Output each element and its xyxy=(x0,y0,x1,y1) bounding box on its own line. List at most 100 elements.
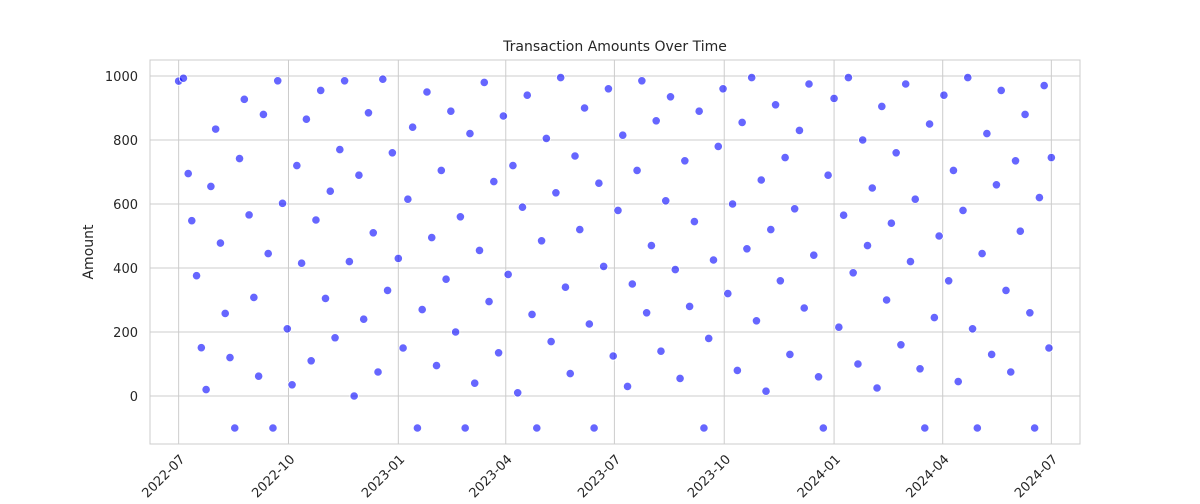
data-point xyxy=(839,210,849,220)
data-point xyxy=(215,238,226,248)
data-point xyxy=(316,85,326,96)
data-point xyxy=(608,351,618,361)
data-point xyxy=(704,333,714,343)
data-point xyxy=(603,84,614,94)
y-tick-label: 800 xyxy=(113,134,138,149)
data-point xyxy=(972,423,982,433)
data-point xyxy=(823,170,833,180)
data-point xyxy=(441,274,451,284)
data-points xyxy=(174,73,1056,433)
data-point xyxy=(1030,423,1040,433)
data-point xyxy=(565,368,575,379)
data-point xyxy=(412,423,423,433)
data-point xyxy=(756,175,766,185)
data-point xyxy=(191,271,202,281)
data-point xyxy=(460,423,470,433)
data-point xyxy=(522,90,532,100)
data-point xyxy=(230,423,240,433)
data-point xyxy=(770,100,781,110)
data-point xyxy=(618,130,628,140)
y-tick-label: 1000 xyxy=(105,70,138,85)
data-point xyxy=(794,125,805,135)
data-point xyxy=(211,124,221,134)
data-point xyxy=(427,233,437,243)
data-point xyxy=(944,276,954,286)
data-point xyxy=(536,236,547,246)
data-point xyxy=(594,178,604,188)
data-point xyxy=(422,87,432,97)
data-point xyxy=(225,352,235,363)
data-point xyxy=(718,84,728,94)
data-point xyxy=(877,101,887,112)
data-point xyxy=(982,129,992,139)
data-point xyxy=(344,256,354,267)
data-point xyxy=(694,106,704,116)
data-point xyxy=(853,359,863,369)
data-point xyxy=(910,194,920,204)
data-point xyxy=(187,216,197,226)
data-point xyxy=(1034,193,1045,203)
data-point xyxy=(398,343,408,353)
data-point xyxy=(517,202,528,212)
data-point xyxy=(708,255,719,265)
data-point xyxy=(325,186,335,196)
data-point xyxy=(301,114,311,124)
data-point xyxy=(996,85,1006,96)
data-point xyxy=(484,296,494,307)
data-point xyxy=(431,360,442,371)
data-point xyxy=(939,90,949,100)
data-point xyxy=(905,256,916,267)
data-point xyxy=(220,308,230,319)
data-point xyxy=(632,165,642,175)
data-point xyxy=(747,73,757,83)
data-point xyxy=(713,141,723,151)
data-point xyxy=(363,108,374,118)
data-point xyxy=(234,153,245,164)
data-point xyxy=(785,349,795,359)
chart-title: Transaction Amounts Over Time xyxy=(502,39,727,55)
data-point xyxy=(867,183,877,193)
data-point xyxy=(656,346,666,356)
data-point xyxy=(862,241,873,251)
x-tick-label: 2024-04 xyxy=(904,452,953,500)
plot-frame xyxy=(149,59,1081,445)
data-point xyxy=(886,218,896,228)
data-point xyxy=(436,165,446,175)
data-point xyxy=(987,349,997,359)
data-point xyxy=(991,180,1002,190)
data-point xyxy=(967,324,978,334)
data-point xyxy=(354,170,364,180)
data-point xyxy=(451,327,461,337)
data-point xyxy=(689,217,699,227)
data-point xyxy=(455,212,465,222)
data-point xyxy=(268,423,278,433)
data-point xyxy=(627,279,637,289)
data-point xyxy=(527,309,537,319)
y-tick-label: 600 xyxy=(113,198,138,213)
data-point xyxy=(766,225,776,235)
data-point xyxy=(513,388,523,398)
data-point xyxy=(651,116,661,126)
data-point xyxy=(306,356,316,366)
data-point xyxy=(373,367,383,377)
data-point xyxy=(896,340,906,350)
x-tick-label: 2023-04 xyxy=(467,452,516,500)
data-point xyxy=(249,292,259,303)
data-point xyxy=(843,73,853,83)
data-point xyxy=(1046,153,1056,163)
x-tick-label: 2023-07 xyxy=(575,452,624,500)
data-point xyxy=(446,106,456,116)
data-point xyxy=(206,181,216,191)
data-point xyxy=(339,76,350,86)
data-point xyxy=(799,303,809,313)
data-point xyxy=(292,161,302,171)
data-point xyxy=(387,148,397,158)
data-point xyxy=(622,381,633,391)
data-point xyxy=(891,148,901,158)
data-point xyxy=(277,198,288,208)
data-point xyxy=(494,348,504,358)
data-point xyxy=(1010,156,1021,166)
data-point xyxy=(737,117,747,128)
data-point xyxy=(382,285,393,295)
